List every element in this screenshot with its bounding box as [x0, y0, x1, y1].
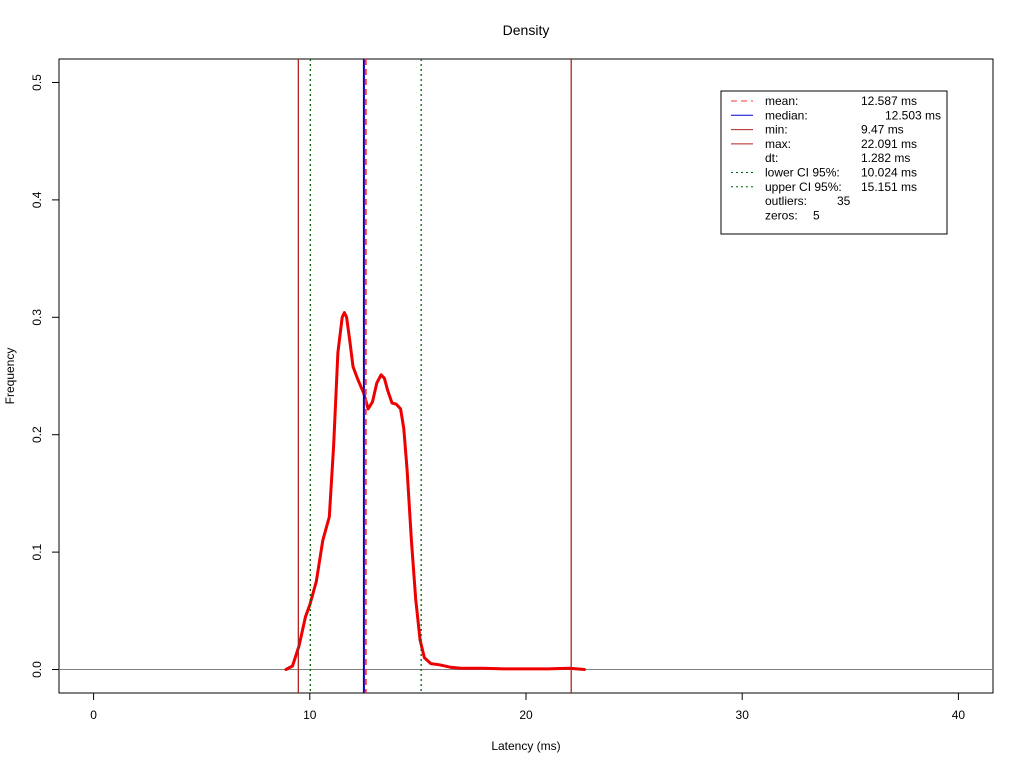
legend-value: 35 — [837, 194, 851, 208]
legend-label: max: — [765, 137, 791, 151]
x-tick-label: 40 — [952, 708, 966, 722]
legend-label: mean: — [765, 94, 798, 108]
legend-value: 12.587 ms — [861, 94, 917, 108]
x-tick-label: 10 — [303, 708, 317, 722]
y-tick-label: 0.3 — [30, 309, 44, 326]
x-axis: 0 10 20 30 40 — [90, 692, 966, 722]
legend-label: zeros: — [765, 208, 798, 222]
legend-value: 9.47 ms — [861, 123, 904, 137]
legend-value: 15.151 ms — [861, 180, 917, 194]
legend-label: lower CI 95%: — [765, 166, 840, 180]
x-tick-label: 20 — [519, 708, 533, 722]
legend-value: 22.091 ms — [861, 137, 917, 151]
legend-label: outliers: — [765, 194, 807, 208]
legend-value: 5 — [813, 208, 820, 222]
legend: mean: 12.587 ms median: 12.503 ms min: 9.47 m… — [720, 90, 948, 235]
y-axis-label: Frequency — [3, 348, 17, 405]
x-tick-label: 30 — [736, 708, 750, 722]
y-axis: 0.0 0.1 0.2 0.3 0.4 0.5 — [30, 74, 60, 678]
y-tick-label: 0.0 — [30, 661, 44, 678]
x-axis-label: Latency (ms) — [491, 739, 560, 753]
legend-value: 10.024 ms — [861, 166, 917, 180]
y-tick-label: 0.4 — [30, 191, 44, 208]
x-tick-label: 0 — [90, 708, 97, 722]
density-curve — [284, 311, 586, 671]
legend-box — [720, 90, 948, 235]
reference-lines — [297, 59, 572, 693]
legend-label: min: — [765, 123, 788, 137]
legend-label: dt: — [765, 151, 778, 165]
y-tick-label: 0.2 — [30, 426, 44, 443]
legend-label: median: — [765, 108, 808, 122]
legend-value: 1.282 ms — [861, 151, 910, 165]
chart-title: Density — [503, 22, 550, 38]
legend-value: 12.503 ms — [885, 108, 941, 122]
legend-label: upper CI 95%: — [765, 180, 842, 194]
y-tick-label: 0.5 — [30, 74, 44, 91]
density-series — [284, 311, 586, 671]
y-tick-label: 0.1 — [30, 543, 44, 560]
